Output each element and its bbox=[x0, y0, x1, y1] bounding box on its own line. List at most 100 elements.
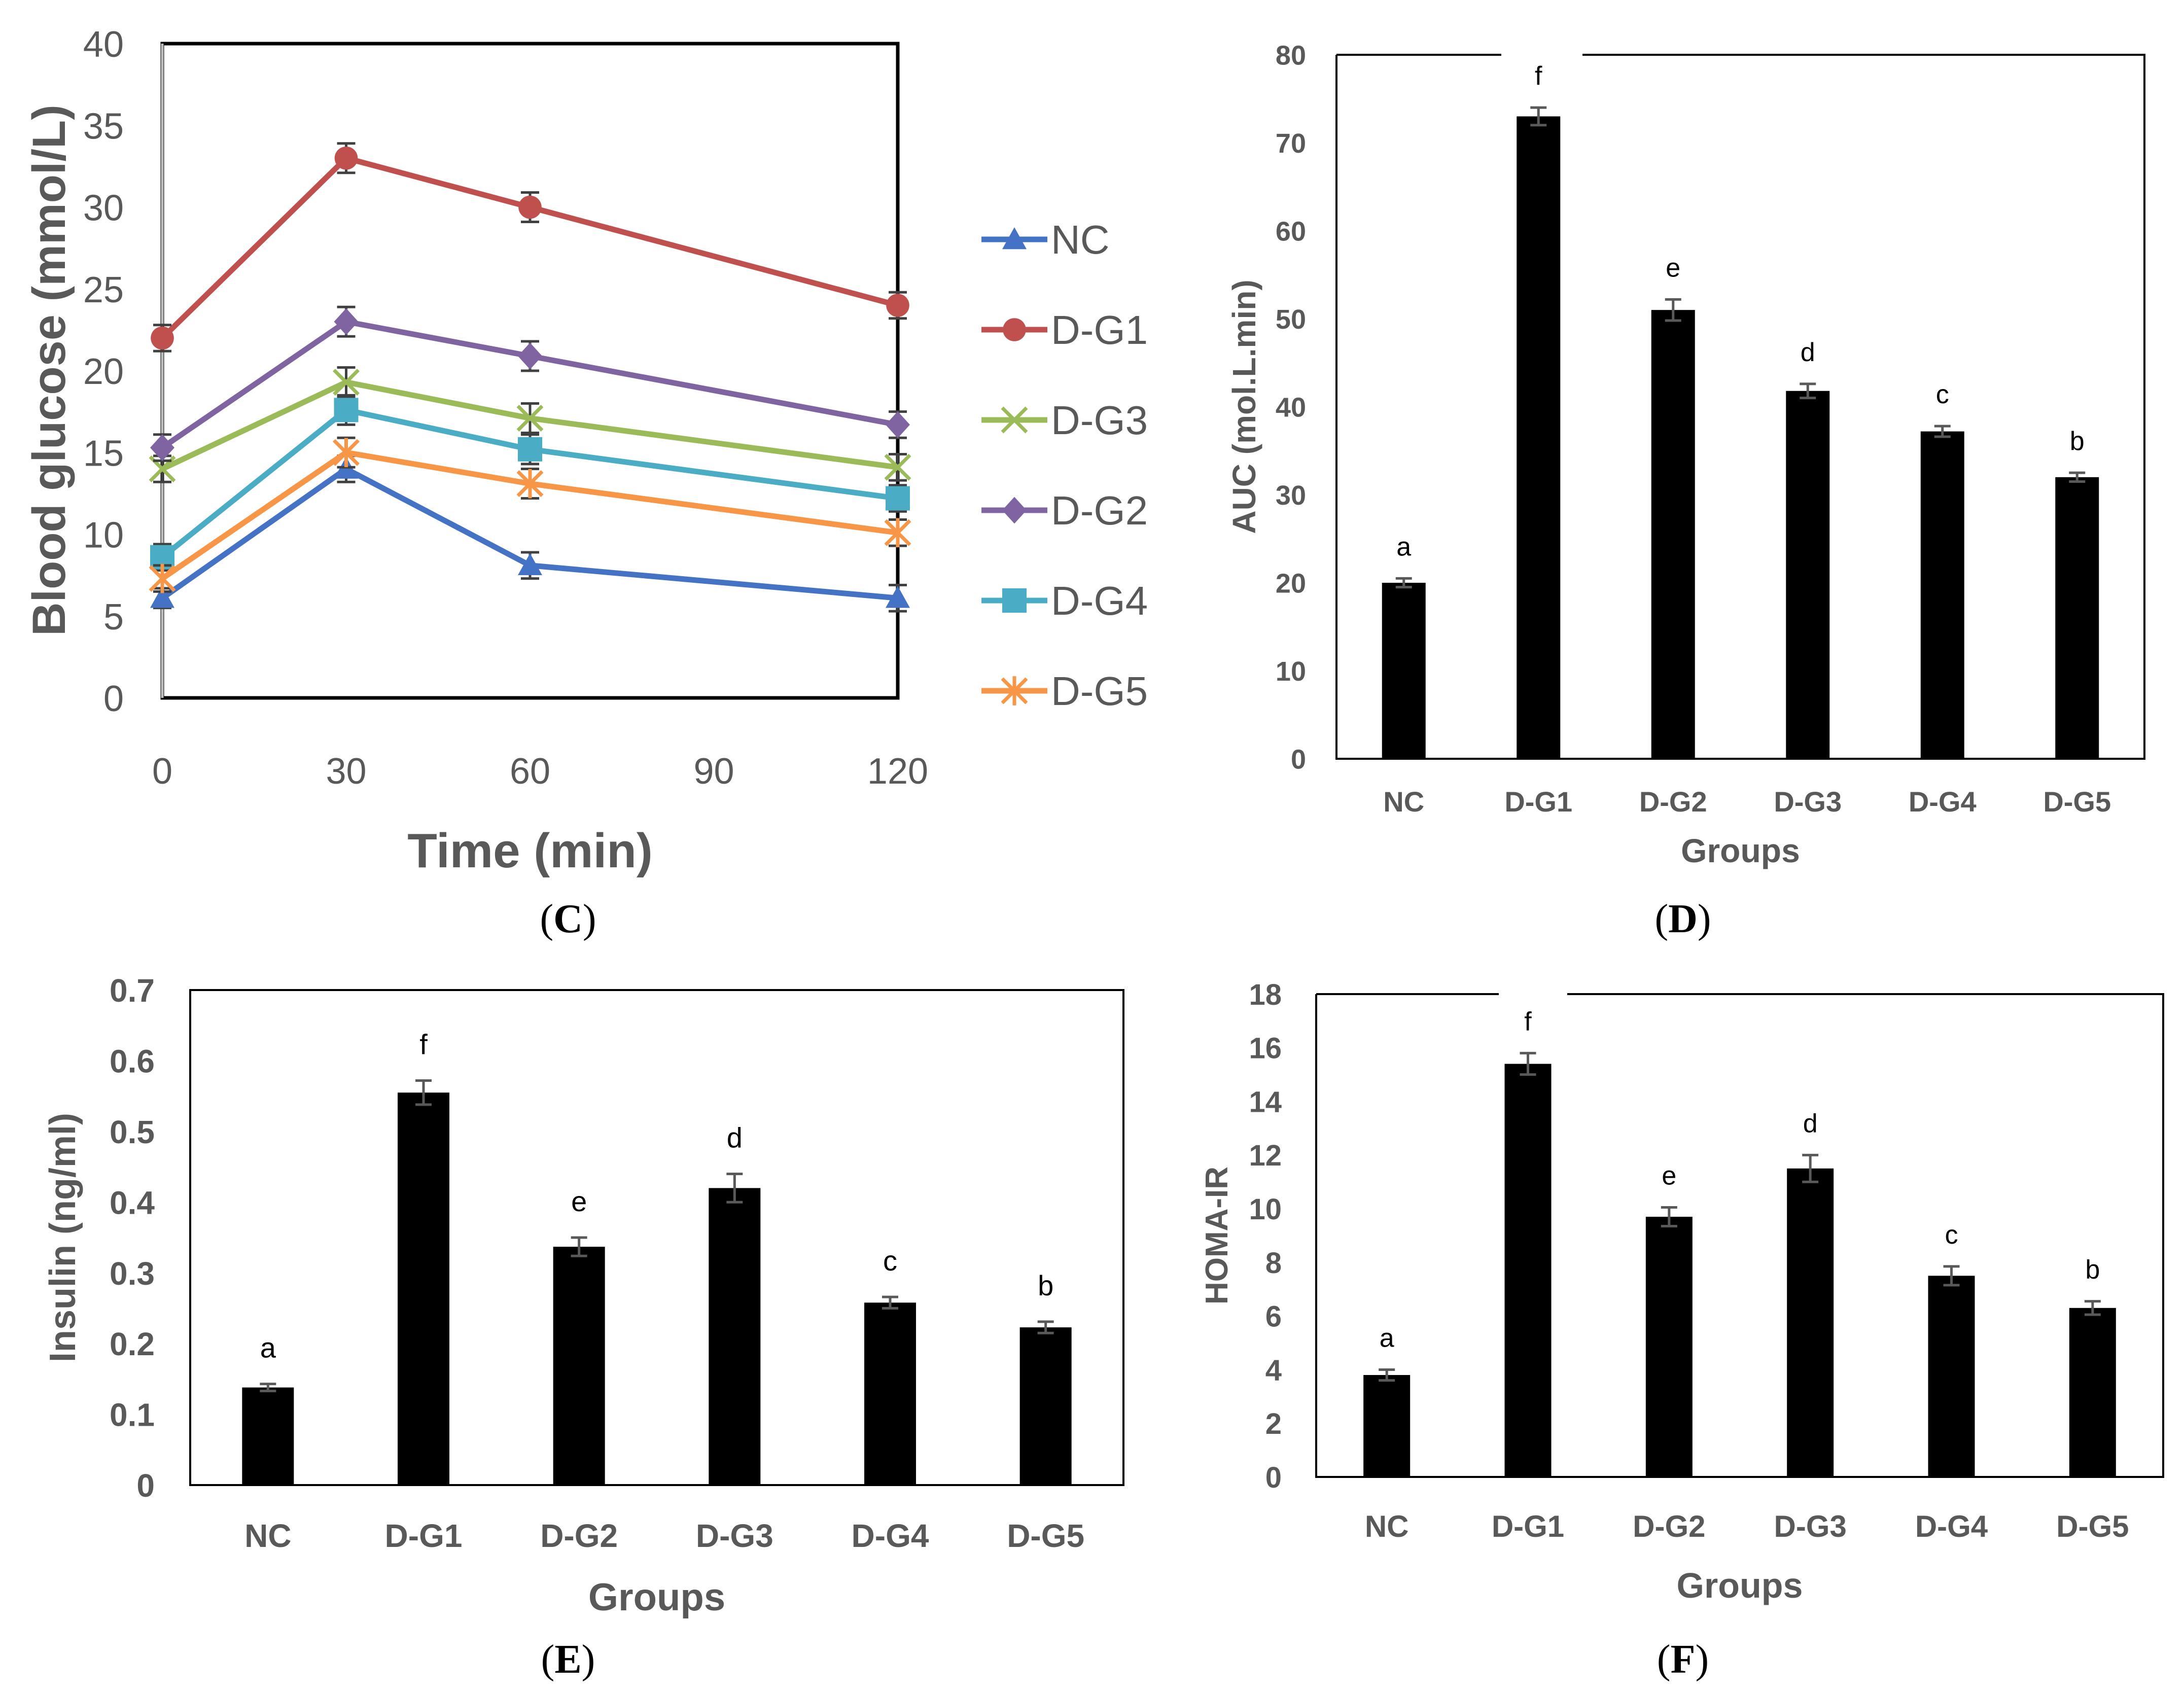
legend-item-d-g5: D-G5 bbox=[981, 668, 1148, 714]
series-nc bbox=[150, 454, 910, 613]
point-d-g1-60 bbox=[518, 195, 542, 219]
x-tick-label-e-nc: NC bbox=[244, 1518, 291, 1554]
bar-d-nc bbox=[1382, 583, 1426, 759]
panel-f-bar-chart: 0 2 4 6 8 10 12 14 16 18 a NC f D-G1 e D-G2 d D-G3 c D-G4 b D… bbox=[1200, 978, 2164, 1605]
legend-label-d-g1: D-G1 bbox=[1051, 307, 1148, 352]
x-tick-label-f-nc: NC bbox=[1365, 1509, 1409, 1543]
bar-e-d-g5 bbox=[1019, 1327, 1072, 1485]
legend-label-d-g2: D-G2 bbox=[1051, 488, 1148, 533]
point-d-g2-0 bbox=[150, 434, 174, 461]
point-d-g1-0 bbox=[151, 326, 174, 350]
point-d-g2-120 bbox=[886, 411, 910, 438]
point-nc-120 bbox=[886, 586, 910, 608]
point-d-g3-30 bbox=[333, 369, 360, 396]
error-bar-d-d-g4 bbox=[1934, 425, 1951, 438]
bar-d-d-g3 bbox=[1786, 391, 1830, 759]
y-tick-label-e-0-2: 0.2 bbox=[110, 1326, 155, 1362]
y-tick-label-f-4: 4 bbox=[1265, 1354, 1282, 1387]
error-bar-d-d-g5 bbox=[2069, 471, 2086, 483]
y-tick-label-f-0: 0 bbox=[1265, 1461, 1282, 1494]
y-tick-label-f-10: 10 bbox=[1249, 1193, 1282, 1226]
y-tick-label-d-10: 10 bbox=[1276, 656, 1306, 687]
x-tick-label-c-30: 30 bbox=[326, 751, 366, 792]
error-bar-e-d-g2 bbox=[571, 1236, 587, 1257]
x-axis-title-c: Time (min) bbox=[407, 824, 653, 878]
x-tick-label-e-d-g5: D-G5 bbox=[1007, 1518, 1084, 1554]
x-tick-label-d-d-g4: D-G4 bbox=[1909, 786, 1977, 818]
legend-marker-d-g4 bbox=[1002, 588, 1027, 613]
y-tick-label-f-14: 14 bbox=[1249, 1085, 1282, 1118]
panel-label-e: (E) bbox=[541, 1637, 595, 1682]
significance-letter-d-nc: a bbox=[1396, 532, 1411, 561]
panel-d-bar-chart: 0 10 20 30 40 50 60 70 80 a NC f D-G1 e D-G2 d D-G3 c D-G4… bbox=[1226, 40, 2145, 869]
error-bar-e-d-g4 bbox=[882, 1295, 898, 1310]
significance-letter-f-d-g1: f bbox=[1524, 1007, 1532, 1036]
y-axis-title-e: Insulin (ng/ml) bbox=[43, 1113, 83, 1362]
x-tick-label-c-0: 0 bbox=[152, 751, 172, 792]
x-tick-label-f-d-g4: D-G4 bbox=[1915, 1509, 1988, 1543]
y-tick-label-c-25: 25 bbox=[83, 270, 124, 310]
significance-letter-f-d-g3: d bbox=[1803, 1109, 1818, 1138]
legend-marker-d-g5 bbox=[1001, 676, 1028, 706]
y-tick-label-e-0-4: 0.4 bbox=[110, 1184, 155, 1221]
legend-label-d-g4: D-G4 bbox=[1051, 578, 1148, 623]
y-tick-label-c-0: 0 bbox=[103, 679, 124, 719]
series-line-d-g4 bbox=[160, 407, 898, 559]
y-tick-label-d-80: 80 bbox=[1276, 40, 1306, 70]
x-tick-label-c-120: 120 bbox=[867, 751, 928, 792]
bar-e-d-g4 bbox=[864, 1302, 916, 1485]
y-tick-label-c-15: 15 bbox=[83, 433, 124, 474]
error-bar-f-d-g5 bbox=[2084, 1300, 2101, 1316]
y-tick-label-f-16: 16 bbox=[1249, 1032, 1282, 1065]
significance-letter-e-d-g3: d bbox=[727, 1122, 743, 1154]
x-tick-label-f-d-g3: D-G3 bbox=[1774, 1509, 1846, 1543]
bar-f-d-g5 bbox=[2069, 1308, 2116, 1477]
legend-label-nc: NC bbox=[1051, 217, 1110, 262]
plot-frame-f bbox=[1315, 993, 2164, 1478]
x-axis-title-e: Groups bbox=[588, 1576, 725, 1619]
error-bar-d-d-g2 bbox=[1665, 298, 1681, 322]
point-d-g4-60 bbox=[518, 437, 542, 462]
x-tick-label-d-d-g5: D-G5 bbox=[2043, 786, 2111, 818]
point-d-g3-120 bbox=[884, 453, 911, 481]
significance-letter-e-d-g1: f bbox=[419, 1028, 428, 1060]
error-bar-d-d-g1 bbox=[1530, 106, 1547, 127]
legend-item-d-g1: D-G1 bbox=[981, 307, 1148, 352]
bar-d-d-g1 bbox=[1517, 116, 1561, 759]
error-bar-e-nc bbox=[260, 1383, 276, 1393]
error-bar-f-d-g2 bbox=[1661, 1206, 1677, 1227]
significance-letter-f-nc: a bbox=[1380, 1323, 1394, 1353]
significance-letter-e-nc: a bbox=[260, 1332, 276, 1364]
bar-f-d-g2 bbox=[1645, 1216, 1693, 1477]
panel-label-c: (C) bbox=[540, 897, 596, 941]
y-tick-label-c-20: 20 bbox=[83, 351, 124, 392]
y-tick-label-c-10: 10 bbox=[83, 515, 124, 556]
legend-item-nc: NC bbox=[981, 217, 1110, 262]
panel-c-line-chart: 0 5 10 15 20 25 30 35 40 0 30 60 90 120 Blood glucos… bbox=[23, 24, 1148, 878]
series-line-d-g5 bbox=[160, 449, 898, 581]
series-line-d-g1 bbox=[160, 155, 899, 340]
point-d-g3-60 bbox=[516, 405, 544, 432]
x-tick-label-f-d-g1: D-G1 bbox=[1492, 1509, 1564, 1543]
point-d-g5-30 bbox=[333, 438, 360, 468]
x-axis-title-f: Groups bbox=[1677, 1566, 1803, 1605]
legend-item-d-g4: D-G4 bbox=[981, 578, 1148, 623]
bar-d-d-g5 bbox=[2055, 477, 2099, 759]
legend-marker-d-g1 bbox=[1003, 318, 1026, 341]
panel-label-d: (D) bbox=[1654, 897, 1711, 941]
x-tick-label-d-nc: NC bbox=[1383, 786, 1424, 818]
significance-letter-d-d-g4: c bbox=[1936, 380, 1949, 409]
y-tick-label-f-12: 12 bbox=[1249, 1139, 1282, 1172]
x-tick-label-e-d-g3: D-G3 bbox=[696, 1518, 773, 1554]
y-tick-label-c-35: 35 bbox=[83, 106, 124, 147]
series-d-g3 bbox=[149, 366, 911, 483]
y-tick-label-e-0-5: 0.5 bbox=[110, 1114, 155, 1150]
point-d-g4-30 bbox=[334, 398, 359, 422]
legend-item-d-g2: D-G2 bbox=[981, 488, 1148, 533]
error-bar-e-d-g1 bbox=[415, 1079, 432, 1106]
y-tick-label-e-0-3: 0.3 bbox=[110, 1255, 155, 1292]
y-tick-label-c-40: 40 bbox=[83, 24, 124, 65]
x-tick-label-e-d-g2: D-G2 bbox=[540, 1518, 618, 1554]
series-line-nc bbox=[160, 466, 898, 601]
